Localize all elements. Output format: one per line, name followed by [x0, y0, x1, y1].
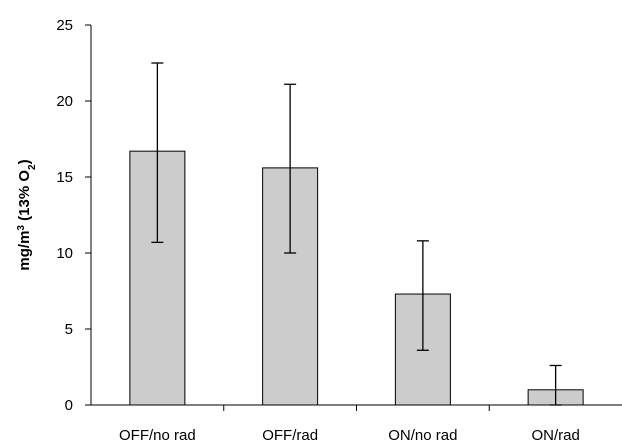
y-axis-label: mg/m3 (13% O2): [16, 159, 38, 270]
y-axis-label-mid: (13% O: [16, 170, 33, 225]
x-category-label: OFF/rad: [262, 427, 318, 444]
x-category-label: ON/no rad: [388, 427, 457, 444]
y-axis-label-end: ): [16, 159, 33, 164]
y-tick-label: 10: [56, 245, 73, 262]
y-axis-label-base: mg/m: [16, 231, 33, 271]
y-tick-label: 15: [56, 169, 73, 186]
y-tick-label: 20: [56, 93, 73, 110]
y-tick-label: 5: [65, 321, 73, 338]
x-category-label: ON/rad: [531, 427, 579, 444]
x-axis-ticks: OFF/no rad OFF/rad ON/no rad ON/rad: [119, 405, 580, 444]
y-tick-label: 0: [65, 397, 73, 414]
y-axis-ticks: 0 5 10 15 20 25: [56, 17, 91, 414]
error-bars: [151, 62, 562, 406]
bars: [129, 150, 584, 406]
y-axis-label-sup: 3: [16, 225, 27, 231]
y-axis-label-sub: 2: [27, 164, 38, 170]
x-category-label: OFF/no rad: [119, 427, 196, 444]
y-tick-label: 25: [56, 17, 73, 34]
